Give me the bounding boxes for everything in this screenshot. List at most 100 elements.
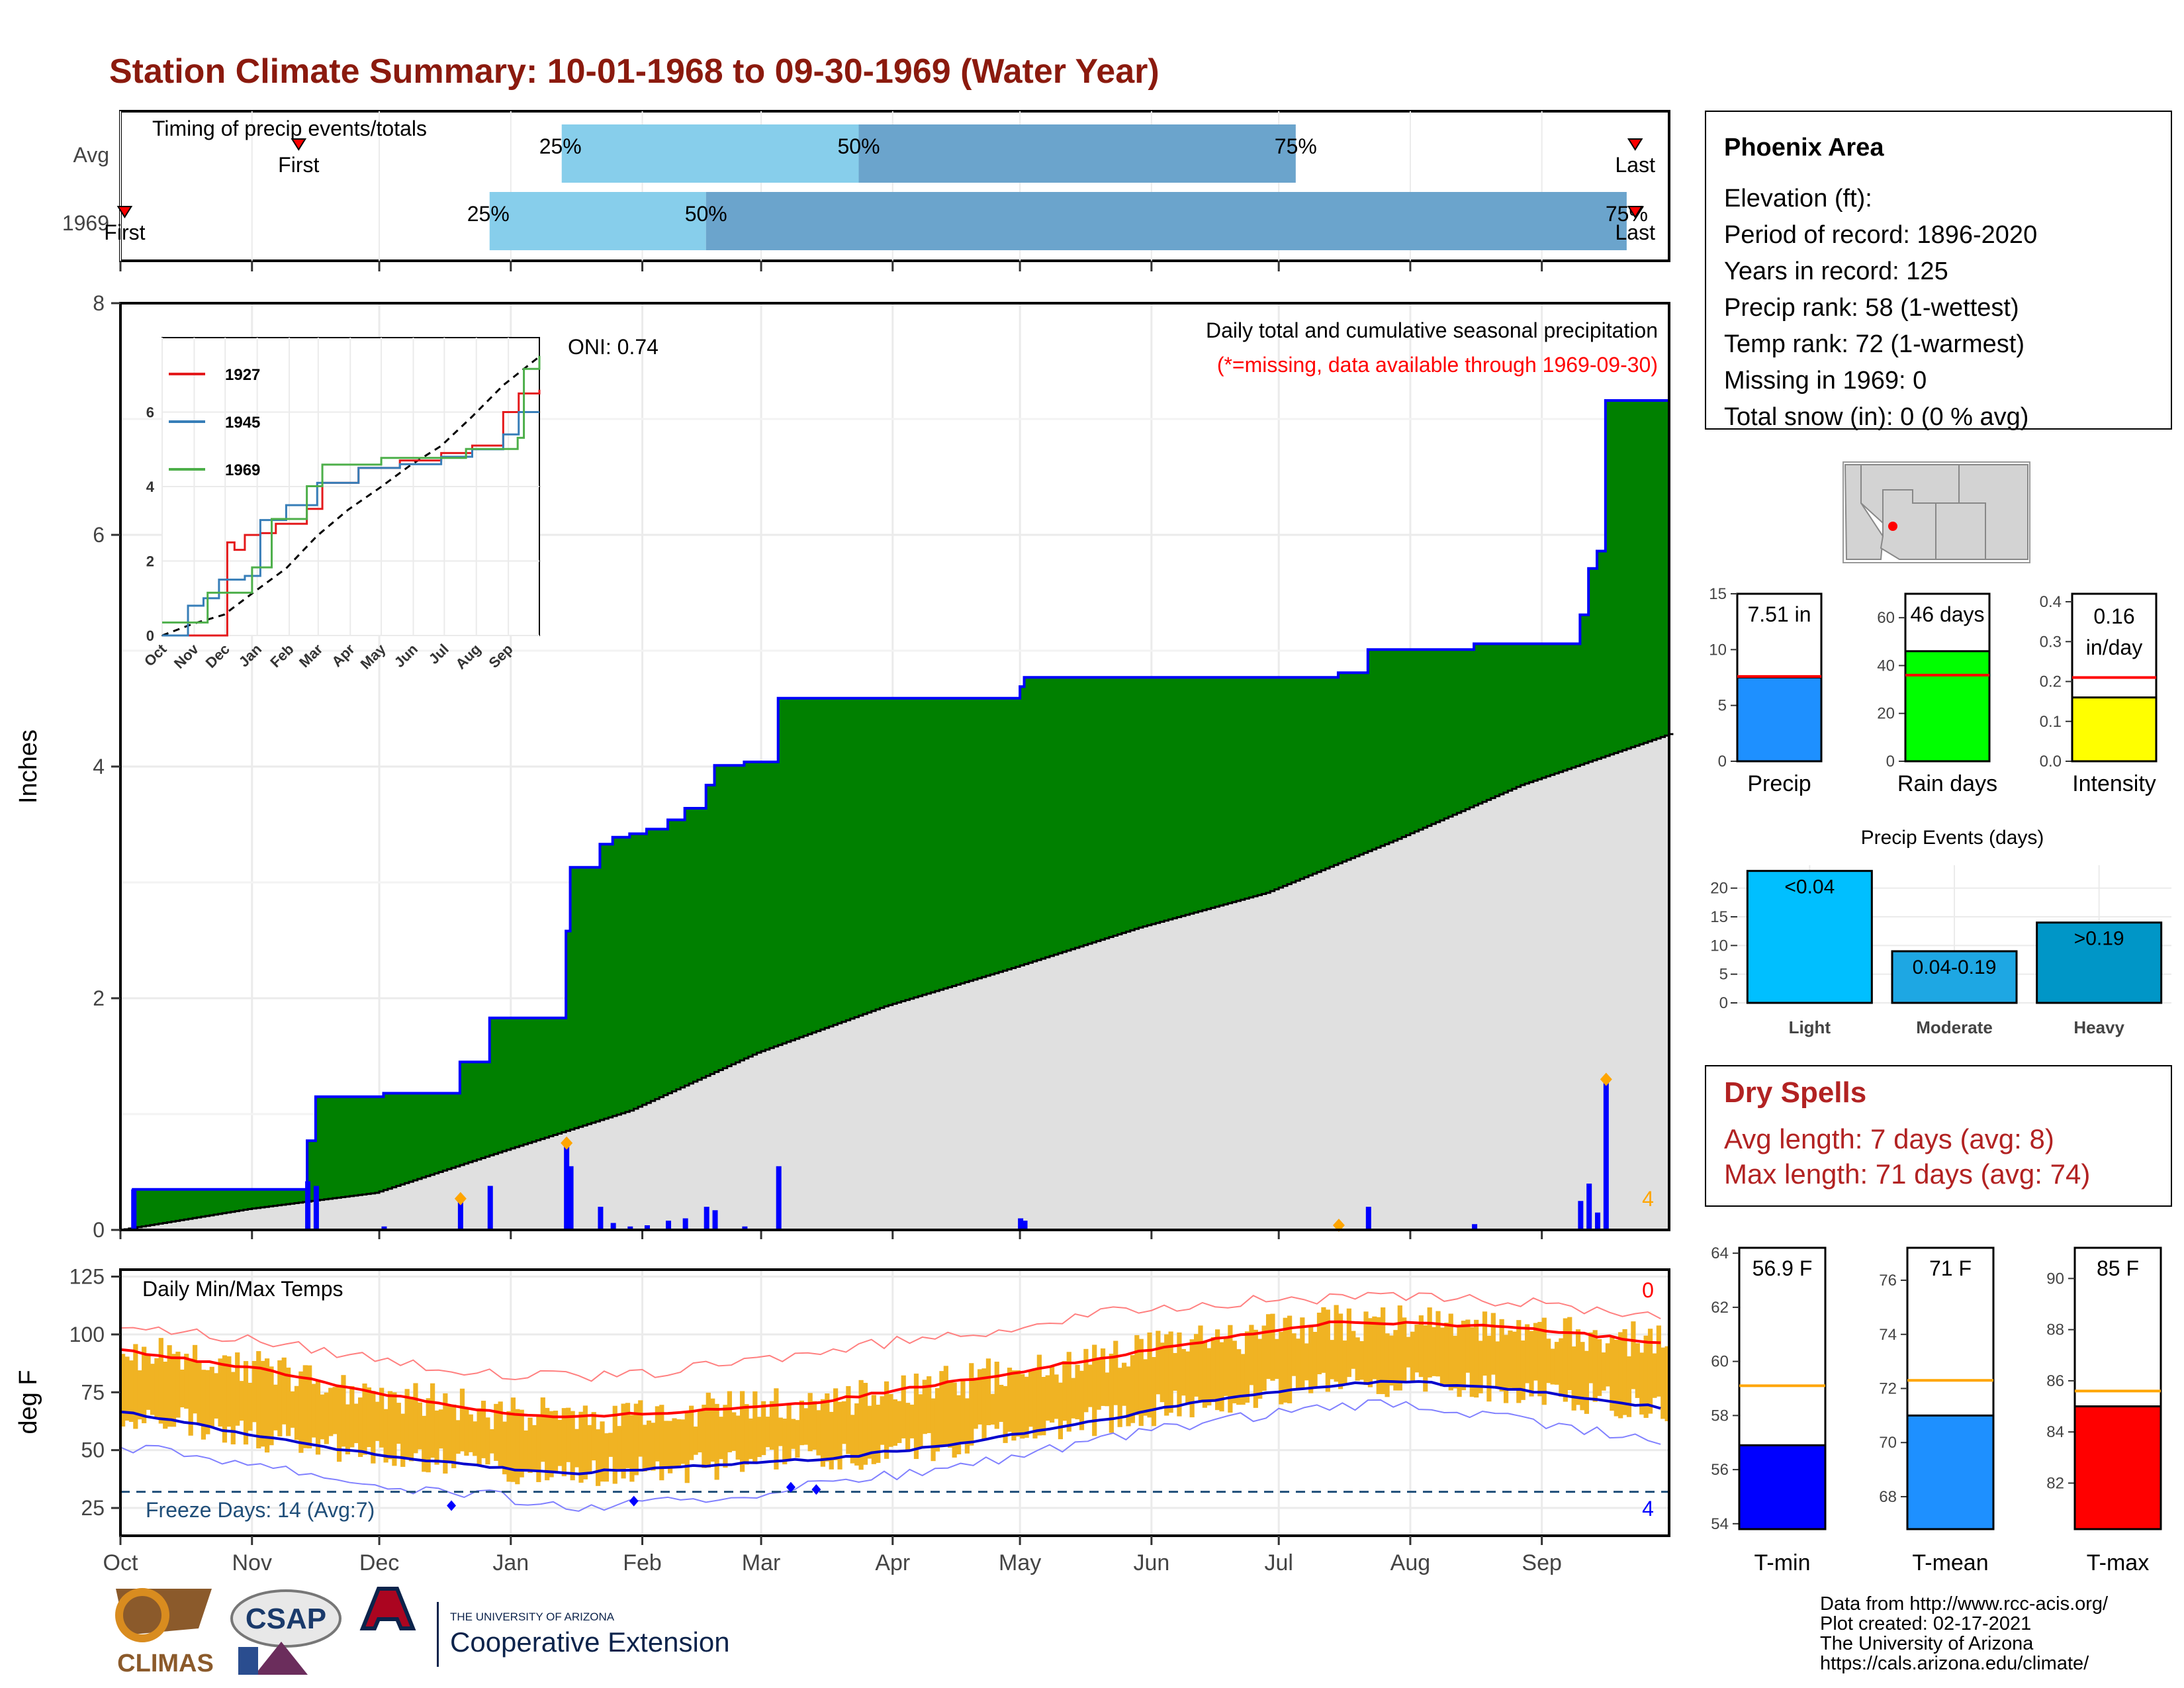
surplus-fill bbox=[1554, 643, 1559, 773]
daily-temp-bar bbox=[531, 1425, 537, 1470]
surplus-fill bbox=[1465, 649, 1471, 808]
temp-stat-y-tick-label: 58 bbox=[1711, 1407, 1729, 1425]
daily-temp-bar bbox=[536, 1414, 541, 1482]
daily-temp-bar bbox=[1647, 1329, 1653, 1414]
surplus-fill bbox=[184, 1189, 189, 1219]
events-bar-label: 0.04-0.19 bbox=[1913, 957, 1997, 978]
surplus-fill bbox=[909, 698, 915, 998]
daily-temp-bar bbox=[150, 1364, 156, 1415]
surplus-fill bbox=[1563, 643, 1568, 770]
timing-1969-last-label: Last bbox=[1615, 220, 1655, 244]
daily-temp-bar bbox=[485, 1417, 490, 1465]
surplus-fill bbox=[1372, 649, 1377, 849]
daily-temp-bar bbox=[684, 1411, 690, 1483]
surplus-fill bbox=[294, 1189, 299, 1203]
surplus-fill bbox=[1478, 643, 1483, 803]
temp-stat-y-tick-label: 72 bbox=[1879, 1380, 1897, 1398]
daily-temp-bar bbox=[1147, 1332, 1152, 1418]
daily-temp-bar bbox=[1253, 1329, 1258, 1408]
daily-temp-bar bbox=[744, 1404, 749, 1465]
daily-temp-bar bbox=[1105, 1372, 1110, 1407]
daily-temp-bar bbox=[366, 1387, 372, 1448]
surplus-fill bbox=[527, 1017, 533, 1143]
stat-intensity: 0.0 0.1 0.2 0.3 0.4 0.16 in/day Intensity bbox=[2040, 592, 2158, 796]
daily-temp-bar bbox=[1635, 1343, 1640, 1398]
daily-precip-bar bbox=[131, 1189, 137, 1230]
daily-temp-bar bbox=[553, 1411, 559, 1473]
surplus-fill bbox=[655, 829, 660, 1098]
daily-temp-bar bbox=[417, 1402, 422, 1450]
surplus-fill bbox=[349, 1096, 355, 1196]
daily-precip-bar bbox=[1472, 1224, 1478, 1230]
timing-1969-first-label: First bbox=[104, 220, 145, 244]
daily-temp-bar bbox=[1066, 1352, 1071, 1432]
temp-y-tick-label: 125 bbox=[69, 1264, 105, 1288]
daily-temp-bar bbox=[1537, 1321, 1543, 1397]
surplus-fill bbox=[163, 1189, 168, 1223]
surplus-fill bbox=[336, 1096, 341, 1197]
surplus-fill bbox=[1020, 686, 1025, 965]
daily-temp-bar bbox=[1168, 1331, 1173, 1413]
daily-temp-bar bbox=[680, 1419, 686, 1464]
daily-temp-bar bbox=[1597, 1339, 1602, 1396]
daily-temp-bar bbox=[1134, 1335, 1140, 1415]
daily-temp-bar bbox=[862, 1383, 868, 1465]
timing-row-avg: Avg bbox=[73, 143, 109, 167]
timing-1969-q25-label: 25% bbox=[467, 202, 510, 226]
temp-stat-y-tick-label: 82 bbox=[2046, 1474, 2064, 1492]
daily-temp-bar bbox=[447, 1405, 452, 1462]
daily-temp-bar bbox=[846, 1385, 851, 1454]
daily-temp-bar bbox=[494, 1403, 499, 1461]
daily-temp-bar bbox=[561, 1408, 567, 1477]
daily-temp-bar bbox=[811, 1401, 817, 1450]
daily-temp-bar bbox=[1198, 1325, 1203, 1401]
daily-temp-bar bbox=[807, 1393, 813, 1452]
daily-temp-bar bbox=[697, 1409, 703, 1453]
inset-legend-label: 1927 bbox=[225, 366, 260, 384]
surplus-fill bbox=[1024, 677, 1029, 964]
surplus-fill bbox=[888, 698, 893, 1005]
stat-value-bar bbox=[2071, 696, 2158, 763]
daily-temp-bar bbox=[1490, 1313, 1496, 1375]
daily-temp-bar bbox=[184, 1354, 189, 1409]
events-bar-label: <0.04 bbox=[1784, 876, 1835, 898]
surplus-fill bbox=[960, 698, 966, 983]
surplus-fill bbox=[1550, 643, 1555, 774]
daily-temp-bar bbox=[345, 1404, 350, 1455]
daily-temp-bar bbox=[1656, 1325, 1661, 1397]
timing-avg-first-marker bbox=[291, 138, 307, 151]
csap-logo-text: CSAP bbox=[246, 1603, 326, 1635]
daily-temp-bar bbox=[1202, 1342, 1208, 1408]
inset-1969-line bbox=[162, 355, 541, 624]
surplus-fill bbox=[901, 698, 906, 1001]
daily-temp-bar bbox=[876, 1405, 881, 1463]
daily-temp-bar bbox=[1550, 1348, 1555, 1385]
daily-temp-bar bbox=[1321, 1307, 1326, 1373]
surplus-fill bbox=[1588, 568, 1594, 761]
surplus-fill bbox=[260, 1189, 265, 1207]
surplus-fill bbox=[277, 1189, 283, 1205]
daily-temp-bar bbox=[214, 1373, 219, 1419]
surplus-fill bbox=[604, 844, 609, 1118]
daily-temp-bar bbox=[761, 1401, 766, 1456]
daily-temp-bar bbox=[192, 1344, 198, 1414]
surplus-fill bbox=[1215, 677, 1220, 906]
surplus-fill bbox=[290, 1189, 295, 1203]
daily-temp-bar bbox=[1261, 1325, 1267, 1391]
daily-temp-bar bbox=[1058, 1382, 1064, 1440]
daily-temp-bar bbox=[549, 1411, 554, 1477]
daily-temp-bar bbox=[1643, 1335, 1649, 1418]
daily-temp-bar bbox=[1219, 1342, 1224, 1412]
daily-temp-bar bbox=[1435, 1311, 1441, 1377]
daily-temp-bar bbox=[1334, 1305, 1339, 1382]
surplus-fill bbox=[1083, 677, 1089, 945]
daily-temp-bar bbox=[1393, 1330, 1398, 1391]
surplus-fill bbox=[1367, 649, 1373, 851]
daily-temp-bar bbox=[1151, 1356, 1157, 1427]
surplus-fill bbox=[999, 698, 1004, 972]
station-info-line: Elevation (ft): bbox=[1724, 185, 1872, 212]
daily-temp-bar bbox=[226, 1356, 232, 1427]
surplus-fill bbox=[1346, 673, 1351, 859]
stat-y-tick-label: 0.3 bbox=[2040, 633, 2062, 651]
